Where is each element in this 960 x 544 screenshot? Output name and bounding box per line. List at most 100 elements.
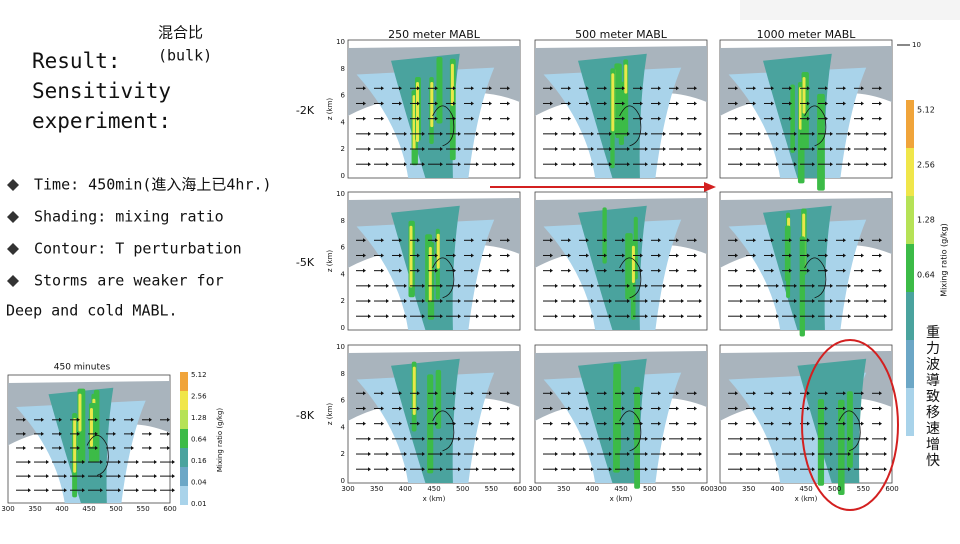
- x-tick-label: 350: [370, 485, 383, 493]
- wind-head: [830, 147, 833, 152]
- wind-head: [740, 283, 743, 288]
- wind-head: [789, 268, 792, 273]
- wind-head: [753, 406, 756, 411]
- wind-head: [645, 162, 648, 167]
- wind-head: [794, 283, 797, 288]
- cloud-yellow: [428, 246, 432, 302]
- wind-head: [794, 299, 797, 304]
- wind-head: [458, 147, 461, 152]
- wind-head: [131, 417, 134, 422]
- wind-head: [399, 238, 402, 243]
- y-tick-label: 10: [336, 38, 345, 46]
- wind-head: [663, 283, 666, 288]
- y-axis-label: z (km): [326, 403, 334, 426]
- wind-head: [507, 391, 510, 396]
- column-title: 1000 meter MABL: [757, 28, 857, 41]
- wind-head: [46, 474, 49, 479]
- wind-head: [46, 460, 49, 465]
- wind-head: [789, 86, 792, 91]
- wind-head: [866, 314, 869, 319]
- wind-head: [586, 238, 589, 243]
- contour: [432, 105, 455, 147]
- wind-head: [435, 253, 438, 258]
- x-tick-label: 350: [557, 485, 570, 493]
- wind-head: [884, 314, 887, 319]
- wind-head: [640, 406, 643, 411]
- wind-head: [681, 147, 684, 152]
- wind-head: [676, 268, 679, 273]
- wind-head: [794, 147, 797, 152]
- wind-head: [386, 162, 389, 167]
- annotation-char: 增: [926, 437, 940, 453]
- wind-head: [154, 488, 157, 493]
- wind-head: [476, 147, 479, 152]
- wind-head: [794, 162, 797, 167]
- wind-head: [866, 131, 869, 136]
- wind-head: [861, 421, 864, 426]
- wind-head: [681, 314, 684, 319]
- wind-head: [471, 116, 474, 121]
- wind-head: [604, 238, 607, 243]
- small-colorbar-tick-label: 0.01: [191, 500, 207, 508]
- wind-head: [753, 391, 756, 396]
- wind-head: [591, 452, 594, 457]
- wind-head: [512, 436, 515, 441]
- wind-head: [494, 467, 497, 472]
- wind-head: [113, 431, 116, 436]
- wind-head: [404, 162, 407, 167]
- wind-head: [41, 417, 44, 422]
- wind-head: [399, 116, 402, 121]
- x-tick-label: 600: [700, 485, 713, 493]
- wind-head: [46, 488, 49, 493]
- x-tick-label: 450: [799, 485, 812, 493]
- cloud-yellow: [798, 86, 802, 130]
- wind-head: [476, 131, 479, 136]
- wind-head: [866, 467, 869, 472]
- colorbar-tick-label: 2.56: [917, 161, 935, 170]
- wind-head: [381, 421, 384, 426]
- wind-head: [884, 131, 887, 136]
- cloud-green: [784, 225, 791, 282]
- small-colorbar-tick-label: 0.16: [191, 457, 207, 465]
- wind-head: [622, 268, 625, 273]
- wind-head: [663, 147, 666, 152]
- wind-head: [550, 391, 553, 396]
- wind-head: [627, 162, 630, 167]
- contour: [619, 105, 642, 147]
- wind-head: [699, 147, 702, 152]
- wind-head: [627, 147, 630, 152]
- wind-head: [830, 299, 833, 304]
- wind-head: [609, 314, 612, 319]
- wind-head: [627, 452, 630, 457]
- wind-head: [507, 421, 510, 426]
- wind-head: [23, 445, 26, 450]
- wind-head: [740, 162, 743, 167]
- colorbar-tick-label: 0.64: [917, 271, 935, 280]
- wind-head: [825, 391, 828, 396]
- wind-head: [663, 131, 666, 136]
- wind-head: [658, 253, 661, 258]
- cloud-yellow: [412, 95, 416, 150]
- wind-head: [609, 283, 612, 288]
- wind-head: [776, 436, 779, 441]
- wind-head: [555, 314, 558, 319]
- wind-head: [368, 314, 371, 319]
- wind-head: [399, 268, 402, 273]
- wind-head: [776, 131, 779, 136]
- wind-head: [476, 467, 479, 472]
- wind-head: [404, 314, 407, 319]
- wind-head: [59, 445, 62, 450]
- wind-head: [100, 488, 103, 493]
- wind-head: [512, 299, 515, 304]
- wind-head: [627, 436, 630, 441]
- wind-head: [735, 391, 738, 396]
- cloud-green: [846, 391, 853, 468]
- wind-head: [386, 452, 389, 457]
- wind-head: [681, 299, 684, 304]
- wind-head: [640, 101, 643, 106]
- small-x-tick-label: 450: [82, 505, 95, 513]
- x-tick-label: 400: [399, 485, 412, 493]
- wind-head: [879, 86, 882, 91]
- wind-head: [807, 268, 810, 273]
- cloud-green: [602, 207, 607, 264]
